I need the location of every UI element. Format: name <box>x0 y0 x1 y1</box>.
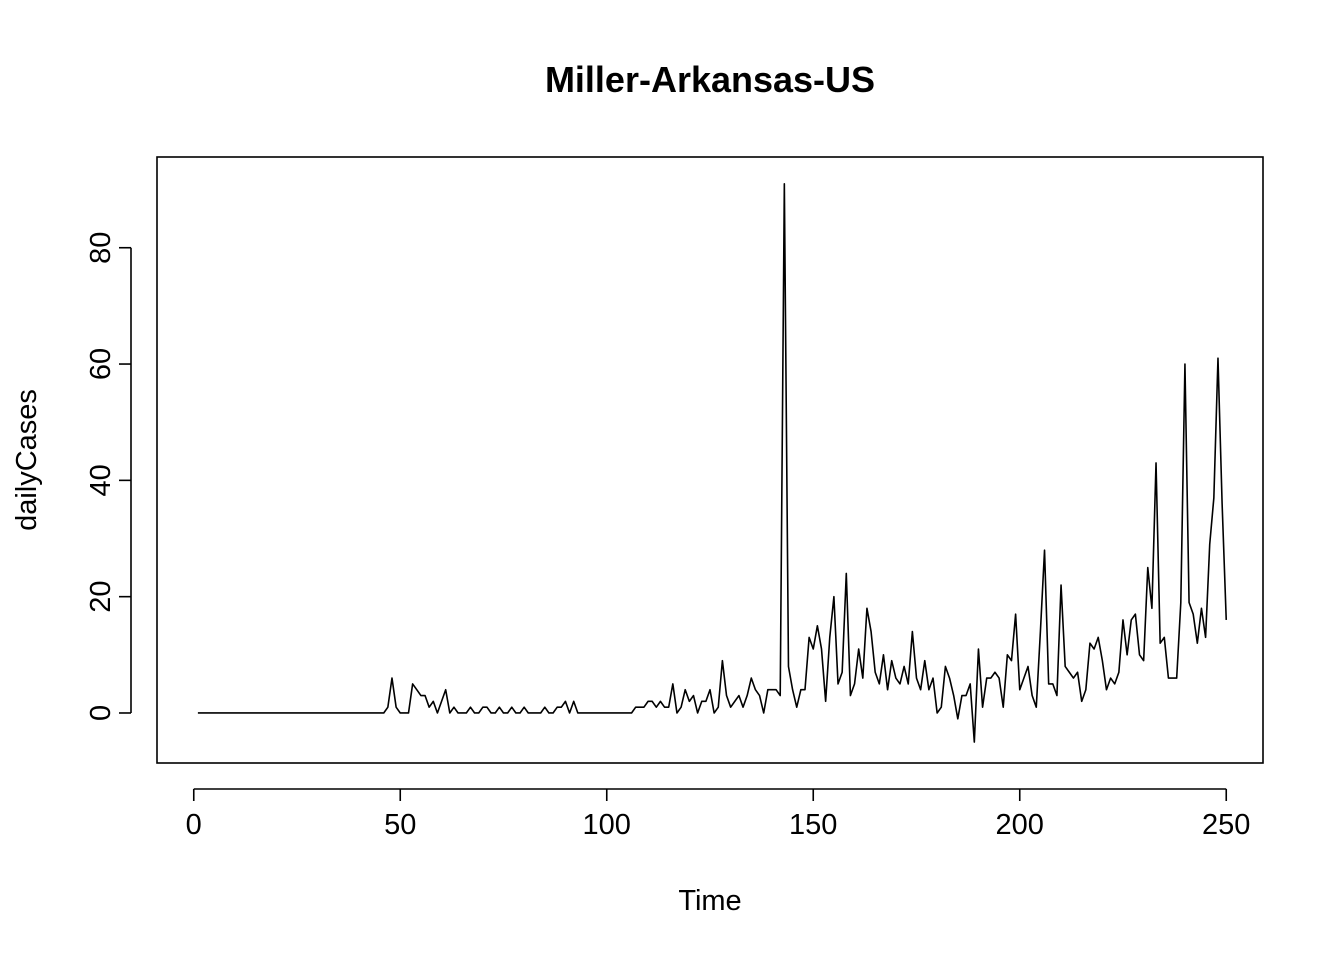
x-axis: 0 50 100 150 200 250 <box>186 788 1250 841</box>
y-tick-label: 20 <box>85 581 117 613</box>
y-axis: 0 20 40 60 80 <box>85 232 132 721</box>
series-line-daily-cases <box>197 182 1228 743</box>
plot-frame <box>156 156 1264 764</box>
y-axis-label: dailyCases <box>11 389 43 531</box>
x-tick-label: 100 <box>583 809 631 841</box>
chart-title: Miller-Arkansas-US <box>545 59 875 100</box>
x-tick-label: 50 <box>384 809 416 841</box>
y-tick-label: 60 <box>85 348 117 380</box>
y-tick-label: 80 <box>85 232 117 264</box>
x-tick-label: 0 <box>186 809 202 841</box>
y-tick-label: 40 <box>85 464 117 496</box>
x-axis-label: Time <box>678 885 741 917</box>
x-tick-label: 250 <box>1202 809 1250 841</box>
x-tick-label: 150 <box>789 809 837 841</box>
y-tick-label: 0 <box>85 705 117 721</box>
x-tick-label: 200 <box>996 809 1044 841</box>
